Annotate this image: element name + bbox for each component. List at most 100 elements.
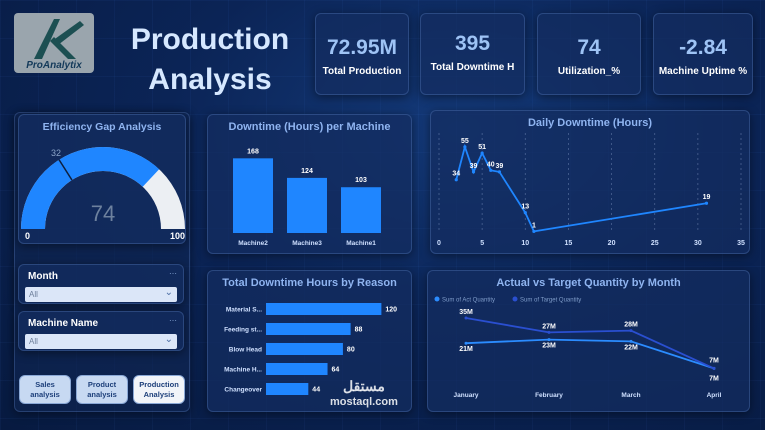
kpi-label: Total Production — [322, 66, 402, 77]
gauge-fill — [21, 147, 160, 229]
bar — [233, 158, 273, 233]
bar-value-label: 44 — [312, 387, 320, 394]
machine-name-slicer[interactable]: Machine Name ⋯ All ⌄ — [18, 311, 184, 351]
x-tick-label: 30 — [694, 240, 702, 247]
data-point — [712, 366, 716, 370]
nav-button-sales-analysis[interactable]: Sales analysis — [19, 375, 71, 404]
point-label: 22M — [624, 344, 638, 351]
nav-button-production-analysis[interactable]: Production Analysis — [133, 375, 185, 404]
x-tick-label: January — [454, 392, 479, 399]
brand-logo: ProAnalytix — [14, 13, 94, 73]
legend-label: Sum of Act Quantity — [442, 298, 495, 304]
slicer-label: Machine Name — [28, 318, 99, 329]
chevron-down-icon: ⌄ — [164, 287, 173, 298]
gauge-panel: Efficiency Gap Analysis 32 74 0 100 — [18, 114, 186, 244]
data-point — [547, 338, 551, 342]
data-point — [471, 170, 476, 174]
series-line — [465, 317, 715, 370]
bar — [266, 303, 382, 315]
kpi-value: 395 — [454, 32, 491, 55]
data-point — [464, 316, 468, 320]
y-tick-label: Blow Head — [229, 347, 262, 354]
kpi-card-machine-uptime: -2.84 Machine Uptime % — [653, 13, 753, 95]
bar — [266, 383, 309, 395]
x-tick-label: 35 — [737, 240, 745, 247]
legend-marker — [512, 296, 518, 302]
dropdown-value: All — [29, 337, 38, 346]
gauge-target-label: 32 — [51, 148, 61, 158]
nav-button-label-line1: Production — [139, 380, 179, 389]
point-label: 39 — [496, 163, 504, 170]
dropdown-value: All — [29, 290, 38, 299]
watermark: مستقل mostaql.com — [330, 378, 398, 410]
kpi-value: -2.84 — [679, 36, 727, 59]
downtime-by-reason-panel: Total Downtime Hours by Reason Material … — [207, 270, 412, 412]
nav-button-label-line2: analysis — [87, 390, 117, 399]
point-label: 51 — [478, 144, 486, 151]
x-tick-label: 20 — [608, 240, 616, 247]
x-tick-label: 0 — [437, 240, 441, 247]
data-point — [704, 201, 709, 205]
chevron-down-icon: ⌄ — [164, 334, 173, 345]
point-label: 40 — [487, 161, 495, 168]
chart-title: Downtime (Hours) per Machine — [228, 121, 391, 133]
x-tick-label: February — [535, 392, 563, 399]
actual-vs-target-chart: Sum of Act Quantity Sum of Target Quantit… — [434, 296, 722, 399]
data-point — [523, 211, 527, 215]
chart-title: Daily Downtime (Hours) — [527, 117, 653, 129]
month-slicer[interactable]: Month ⋯ All ⌄ — [18, 264, 184, 304]
page-title-line1: Production — [130, 23, 290, 56]
bar-value-label: 103 — [355, 177, 367, 184]
watermark-arabic: مستقل — [342, 378, 385, 394]
logo-mark-icon — [34, 19, 84, 59]
x-tick-label: March — [621, 392, 640, 399]
chart-title: Actual vs Target Quantity by Month — [496, 277, 681, 289]
point-label: 23M — [542, 343, 556, 350]
data-point — [532, 229, 536, 234]
x-tick-label: Machine1 — [346, 240, 376, 247]
nav-button-label-line2: analysis — [30, 390, 60, 399]
downtime-per-machine-panel: Downtime (Hours) per Machine 168 Machine2… — [207, 114, 412, 254]
data-point — [464, 341, 468, 345]
gauge-max-label: 100 — [170, 231, 185, 241]
x-tick-label: Machine2 — [238, 240, 268, 247]
kpi-label: Machine Uptime % — [658, 66, 748, 77]
data-point — [454, 178, 458, 182]
x-tick-label: Machine3 — [292, 240, 322, 247]
gauge-min-label: 0 — [25, 231, 30, 241]
daily-downtime-panel: Daily Downtime (Hours) 0 5 10 15 20 25 30 35 34 5… — [430, 110, 750, 254]
kpi-card-total-downtime: 395 Total Downtime H — [420, 13, 525, 95]
downtime-per-machine-chart: 168 Machine2 124 Machine3 103 Machine1 — [233, 148, 381, 247]
point-label: 7M — [709, 357, 719, 364]
x-tick-label: 5 — [480, 240, 484, 247]
bar — [287, 177, 327, 233]
daily-downtime-line — [455, 143, 707, 233]
bar-value-label: 88 — [355, 327, 363, 334]
point-label: 34 — [452, 171, 460, 178]
nav-button-label-line2: Analysis — [143, 390, 175, 399]
x-tick-label: 10 — [521, 240, 529, 247]
x-tick-label: 25 — [651, 240, 659, 247]
gauge-value: 74 — [91, 201, 115, 226]
legend-label: Sum of Target Quantity — [520, 298, 581, 304]
machine-name-dropdown[interactable]: All ⌄ — [25, 334, 177, 349]
bar-value-label: 120 — [385, 307, 397, 314]
data-point — [497, 170, 501, 174]
kpi-card-total-production: 72.95M Total Production — [315, 13, 409, 95]
gauge-target-line — [58, 159, 73, 181]
bar — [341, 187, 381, 233]
point-label: 39 — [470, 163, 478, 170]
point-label: 7M — [709, 375, 719, 382]
point-label: 28M — [624, 322, 638, 329]
nav-button-product-analysis[interactable]: Product analysis — [76, 375, 128, 404]
y-tick-label: Material S... — [226, 307, 262, 314]
more-options-icon[interactable]: ⋯ — [169, 269, 177, 278]
more-options-icon[interactable]: ⋯ — [169, 316, 177, 325]
month-dropdown[interactable]: All ⌄ — [25, 287, 177, 302]
y-tick-label: Machine H... — [224, 367, 262, 374]
point-label: 1 — [532, 222, 536, 229]
data-point — [480, 151, 484, 155]
point-label: 13 — [521, 204, 529, 211]
downtime-by-reason-chart: Material S... 120 Feeding st... 88 Blow Head… — [224, 303, 397, 395]
